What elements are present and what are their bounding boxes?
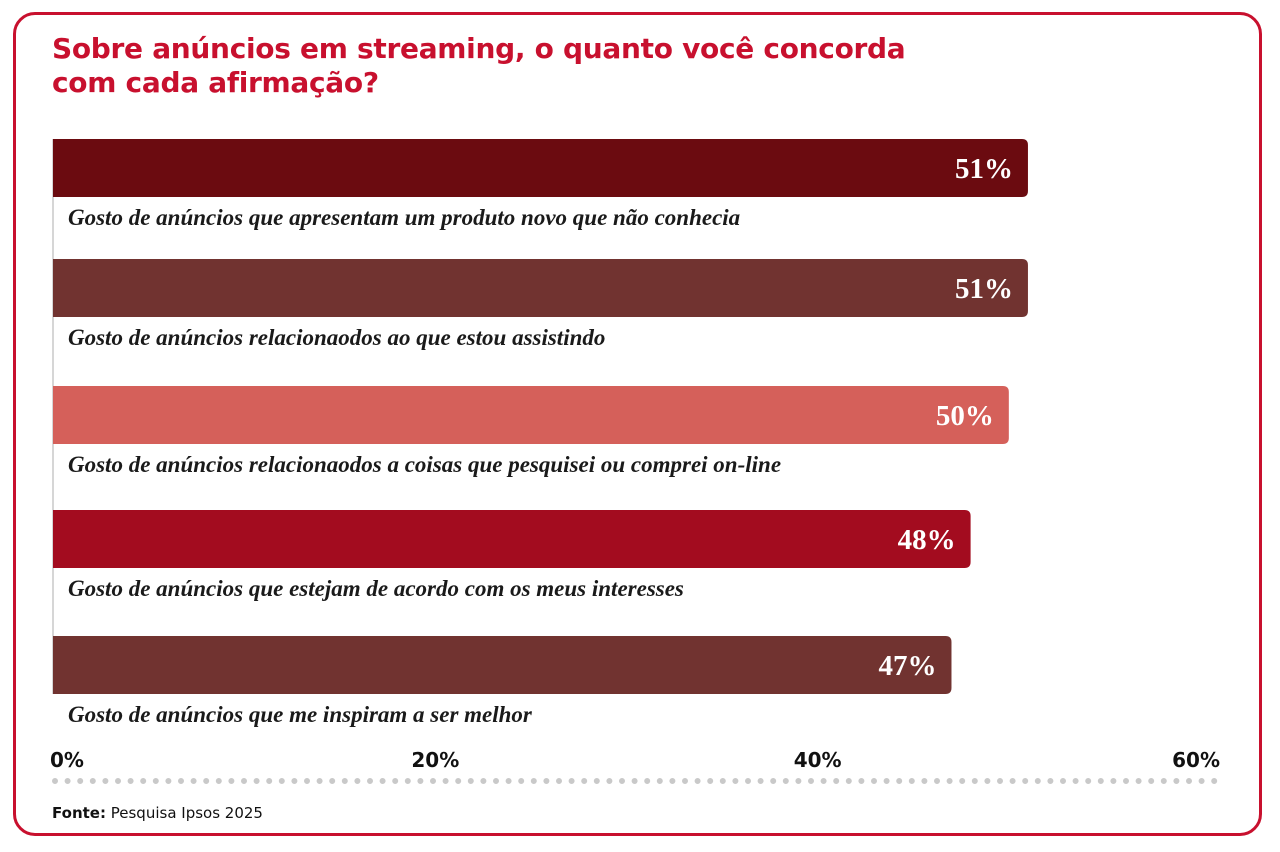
source-note: Fonte: Pesquisa Ipsos 2025 [52, 804, 263, 822]
category-label: Gosto de anúncios que me inspiram a ser … [68, 702, 533, 727]
x-axis: 0% 20% 40% 60% [50, 748, 1221, 784]
chart-title: Sobre anúncios em streaming, o quanto vo… [52, 32, 906, 99]
x-tick-label: 0% [50, 748, 84, 772]
bar-value-label: 51% [955, 273, 1013, 305]
source-text: Pesquisa Ipsos 2025 [110, 804, 263, 822]
bar-value-label: 50% [936, 400, 994, 432]
bars-layer: 51% Gosto de anúncios que apresentam um p… [52, 139, 1028, 727]
bar [53, 636, 952, 694]
category-label: Gosto de anúncios que apresentam um prod… [68, 205, 740, 230]
category-label: Gosto de anúncios relacionaodos a coisas… [68, 452, 781, 477]
bar-value-label: 47% [878, 650, 936, 682]
bar [53, 139, 1028, 197]
source-label: Fonte: [52, 804, 106, 822]
bar-value-label: 51% [955, 153, 1013, 185]
category-label: Gosto de anúncios relacionaodos ao que e… [68, 325, 605, 350]
bar [53, 386, 1009, 444]
bar [53, 510, 971, 568]
x-tick-label: 40% [794, 748, 842, 772]
x-tick-label: 20% [411, 748, 459, 772]
category-label: Gosto de anúncios que estejam de acordo … [68, 576, 684, 601]
bar-value-label: 48% [898, 524, 956, 556]
x-tick-label: 60% [1172, 748, 1220, 772]
bar [53, 259, 1028, 317]
